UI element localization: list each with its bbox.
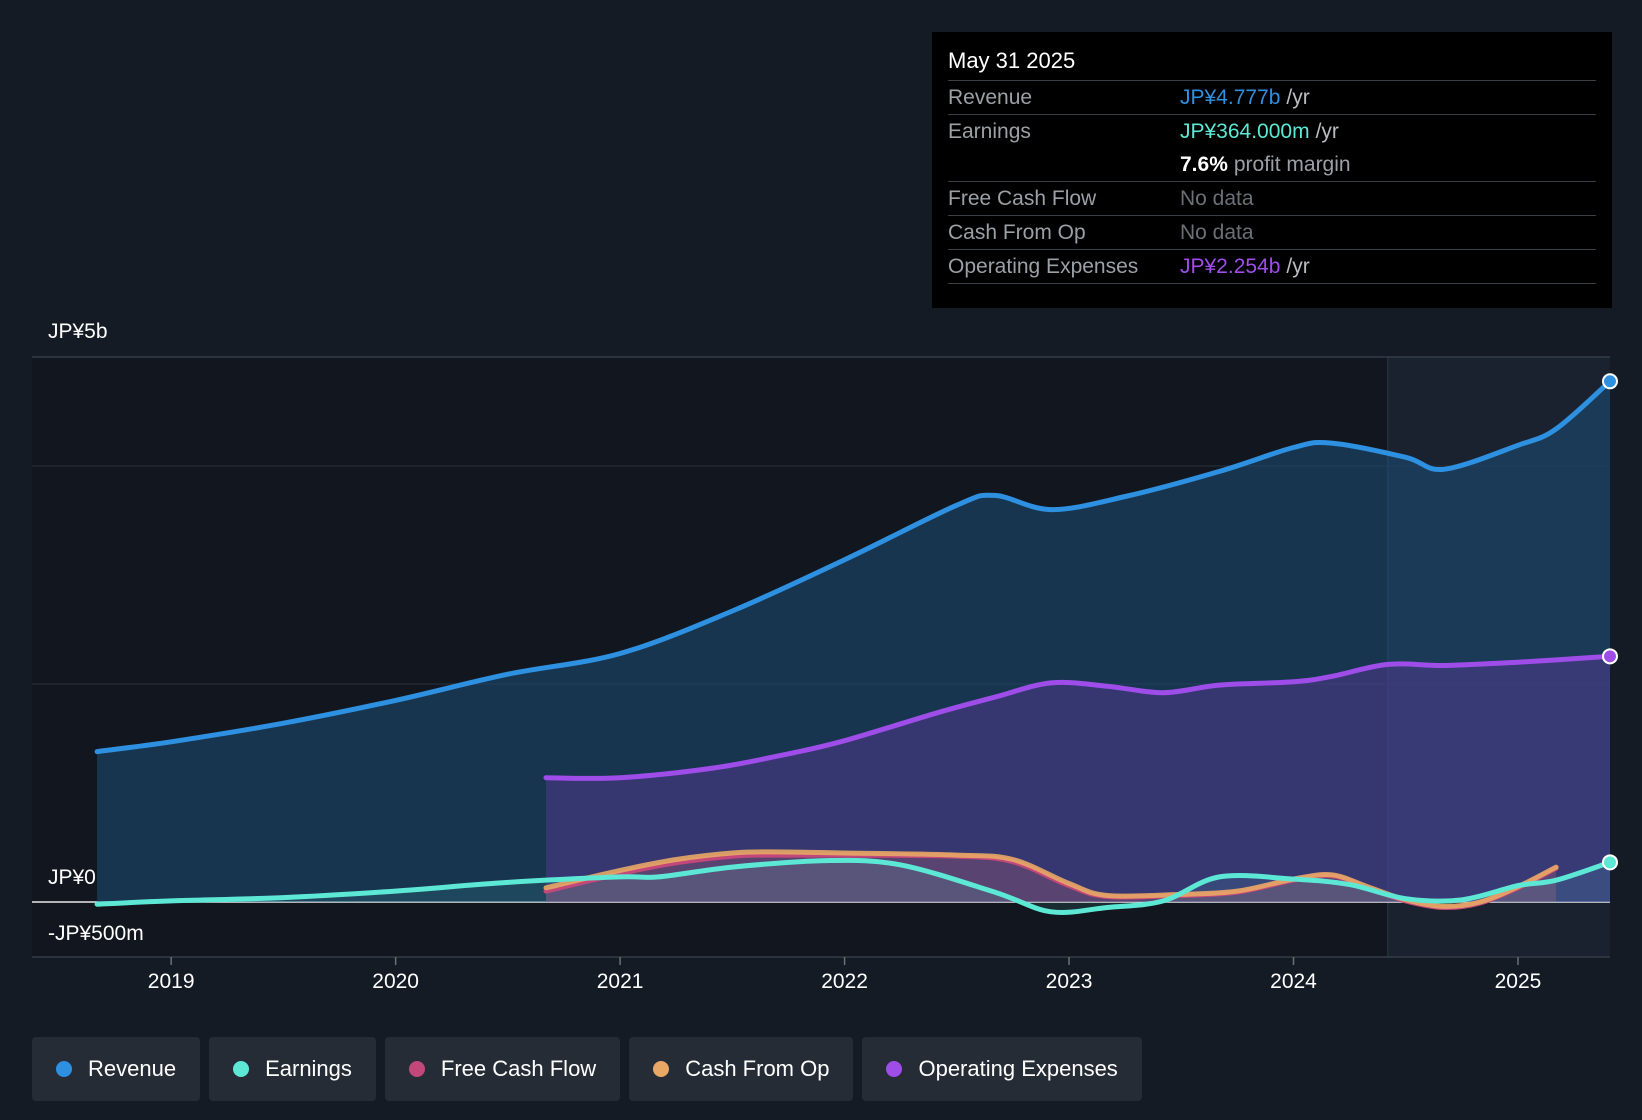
tooltip-value: JP¥364.000m [1180, 120, 1310, 143]
legend-item-revenue[interactable]: Revenue [32, 1037, 201, 1101]
y-tick-label-bottom: -JP¥500m [48, 922, 144, 945]
legend-item-cash-from-op[interactable]: Cash From Op [629, 1037, 854, 1101]
legend-dot-icon [233, 1061, 250, 1077]
tooltip-row-revenue: Revenue JP¥4.777b/yr [948, 81, 1596, 115]
tooltip-suffix: /yr [1286, 255, 1310, 278]
tooltip-row-profit-margin: 7.6% profit margin [948, 148, 1596, 182]
legend-item-operating-expenses[interactable]: Operating Expenses [862, 1037, 1142, 1101]
tooltip-value: 7.6% [1180, 153, 1228, 176]
tooltip-label: Revenue [948, 86, 1033, 109]
legend-dot-icon [886, 1061, 903, 1077]
tooltip-row-free-cash-flow: Free Cash Flow No data [948, 182, 1596, 216]
y-tick-label-zero: JP¥0 [48, 866, 96, 889]
x-tick-label: 2019 [147, 970, 195, 993]
tooltip-label [948, 148, 1180, 181]
tooltip-row-cash-from-op: Cash From Op No data [948, 216, 1596, 250]
legend-label: Cash From Op [685, 1056, 830, 1081]
x-tick-label: 2021 [596, 970, 644, 993]
y-tick-label-top: JP¥5b [48, 320, 108, 343]
area-free-cash-flow [546, 854, 1557, 908]
area-earnings [97, 860, 1611, 913]
tooltip-value: No data [1180, 187, 1254, 210]
line-operating-expenses [543, 653, 1613, 781]
series-lines [94, 378, 1613, 915]
line-cash-from-op [543, 849, 1559, 909]
end-marker-earnings [1602, 854, 1618, 871]
end-marker-revenue [1602, 373, 1618, 390]
tooltip-suffix: /yr [1286, 86, 1310, 109]
series-end-markers [1602, 373, 1618, 871]
tooltip-row-operating-expenses: Operating Expenses JP¥2.254b/yr [948, 250, 1596, 284]
legend-item-free-cash-flow[interactable]: Free Cash Flow [384, 1037, 621, 1101]
legend-dot-icon [56, 1061, 72, 1077]
area-operating-expenses [546, 656, 1610, 902]
x-tick-label: 2024 [1270, 970, 1317, 993]
tooltip-value: JP¥2.254b [1180, 255, 1281, 278]
tooltip-row-earnings: Earnings JP¥364.000m/yr [948, 115, 1596, 148]
tooltip-suffix: /yr [1315, 120, 1339, 143]
x-tick-label: 2025 [1494, 970, 1542, 993]
tooltip-value: JP¥4.777b [1180, 86, 1281, 109]
tooltip-label: Earnings [948, 120, 1031, 143]
tooltip-label: Free Cash Flow [948, 187, 1097, 210]
tooltip-panel: May 31 2025 Revenue JP¥4.777b/yr Earning… [932, 32, 1612, 308]
legend-label: Operating Expenses [918, 1056, 1118, 1081]
line-earnings [94, 857, 1613, 915]
tooltip-value: No data [1180, 221, 1254, 244]
x-tick-label: 2020 [372, 970, 419, 993]
legend-label: Free Cash Flow [440, 1056, 597, 1081]
legend-label: Earnings [265, 1056, 352, 1081]
area-revenue [97, 381, 1611, 902]
legend: Revenue Earnings Free Cash Flow Cash Fro… [32, 1037, 1142, 1101]
x-tick-label: 2023 [1045, 970, 1093, 993]
series-areas [97, 381, 1611, 913]
line-revenue [94, 378, 1613, 755]
tooltip-label: Cash From Op [948, 221, 1086, 244]
end-marker-operating-expenses [1602, 648, 1618, 665]
legend-label: Revenue [88, 1056, 177, 1081]
tooltip-date: May 31 2025 [948, 46, 1596, 81]
legend-dot-icon [408, 1061, 425, 1077]
tooltip-suffix: profit margin [1233, 153, 1351, 176]
legend-dot-icon [653, 1061, 670, 1077]
tooltip-label: Operating Expenses [948, 255, 1139, 278]
x-tick-label: 2022 [821, 970, 868, 993]
legend-item-earnings[interactable]: Earnings [209, 1037, 376, 1101]
